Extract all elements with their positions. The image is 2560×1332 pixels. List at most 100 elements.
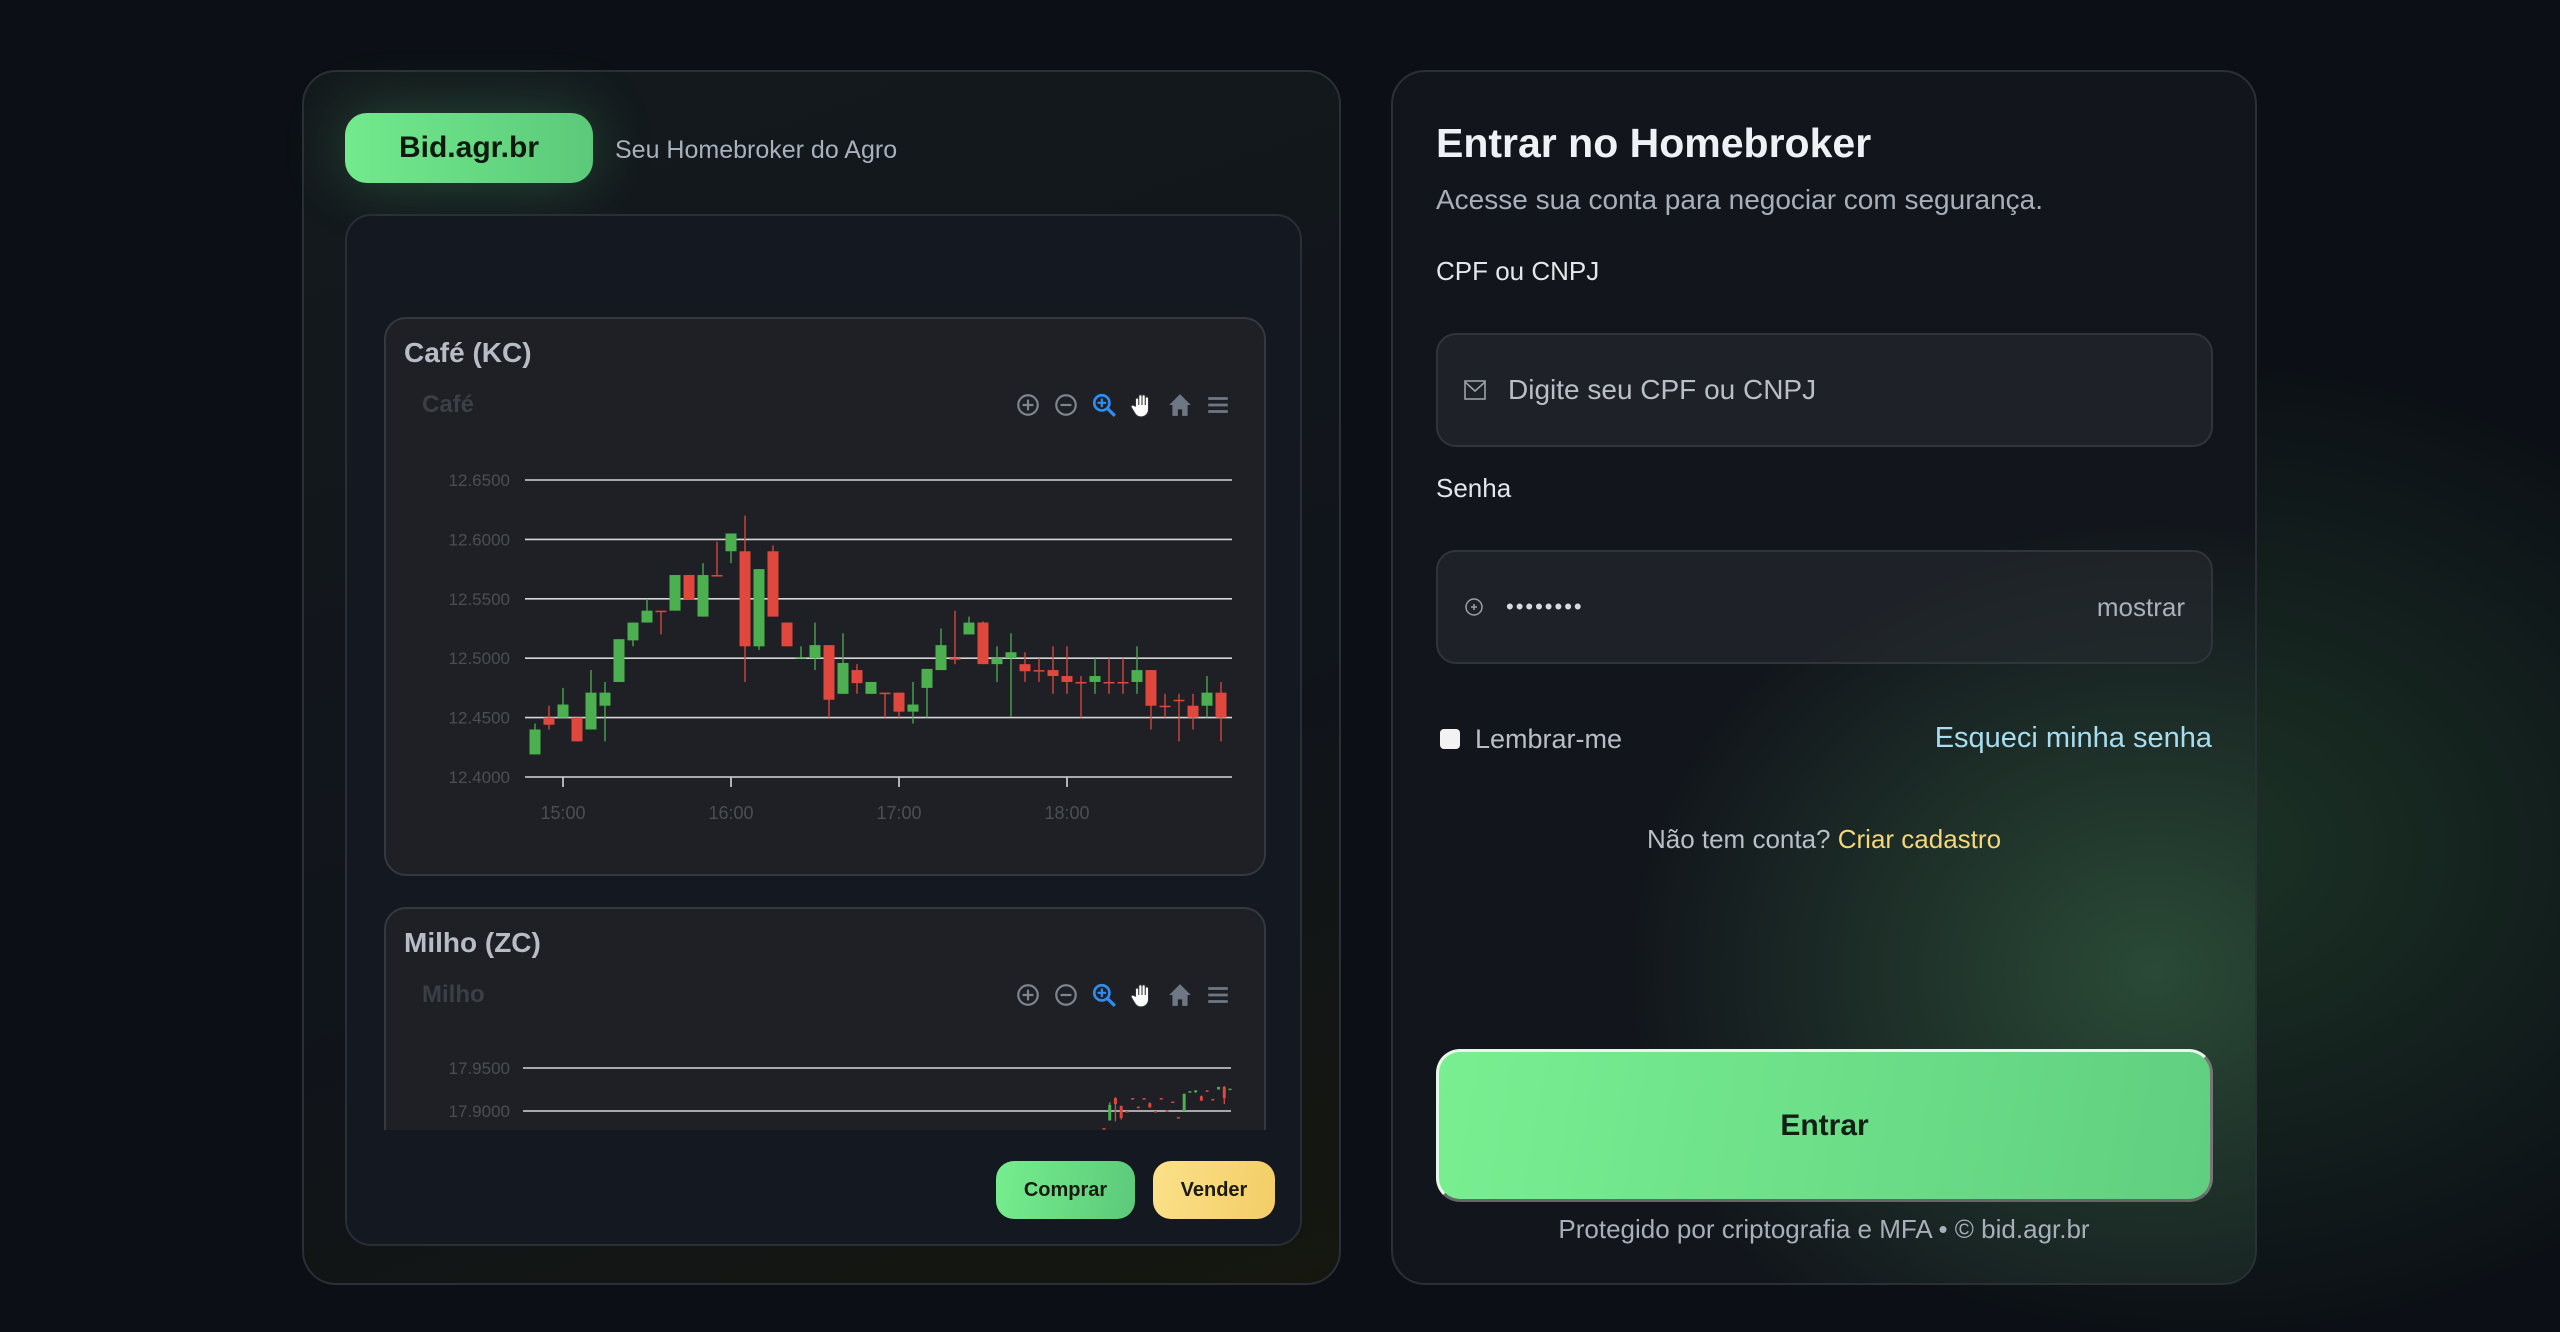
candle-body: [599, 692, 611, 706]
y-tick-label: 12.6000: [449, 530, 510, 549]
forgot-password-link[interactable]: Esqueci minha senha: [1934, 722, 2212, 754]
y-tick-label: 12.4000: [449, 768, 510, 787]
y-tick-label: 17.9000: [449, 1102, 510, 1121]
candle-body: [585, 692, 597, 730]
candle-body: [627, 622, 639, 641]
candle-body: [1187, 705, 1199, 718]
candle-body: [1176, 1117, 1180, 1119]
zoom-select-icon[interactable]: [1090, 391, 1118, 419]
menu-icon[interactable]: [1204, 981, 1232, 1009]
sell-button[interactable]: Vender: [1153, 1161, 1275, 1219]
zoom-in-icon[interactable]: [1014, 391, 1042, 419]
market-panel: Bid.agr.br Seu Homebroker do Agro Café (…: [302, 70, 1341, 1285]
zoom-out-icon[interactable]: [1052, 981, 1080, 1009]
login-submit-button[interactable]: Entrar: [1436, 1049, 2213, 1202]
signup-link[interactable]: Criar cadastro: [1837, 824, 2002, 854]
candle-body: [753, 569, 765, 647]
chart-card-title: Café (KC): [404, 337, 532, 368]
candle-body: [1131, 1098, 1135, 1100]
candle-body: [1142, 1098, 1146, 1100]
chart-title: Café: [422, 391, 475, 418]
candle-body: [1119, 1105, 1123, 1118]
candle-body: [795, 657, 807, 659]
lock-icon: [1465, 598, 1483, 616]
milho-candlestick-chart[interactable]: 17.9500 17.9000: [386, 909, 1266, 1246]
candle-body: [725, 533, 737, 552]
candle-body: [1154, 1111, 1158, 1113]
login-title: Entrar no Homebroker: [1436, 120, 1872, 166]
candle-body: [893, 692, 905, 712]
candle-body: [1033, 670, 1045, 672]
home-reset-icon[interactable]: [1166, 981, 1194, 1009]
candle-body: [711, 575, 723, 577]
brand-tagline: Seu Homebroker do Agro: [615, 136, 898, 164]
candle-body: [865, 681, 877, 694]
candle-body: [1047, 670, 1059, 677]
candle-body: [1061, 676, 1073, 682]
candle-body: [1199, 1096, 1203, 1101]
doc-placeholder: Digite seu CPF ou CNPJ: [1508, 374, 1817, 405]
candle-body: [1201, 692, 1213, 706]
candle-body: [1117, 681, 1129, 684]
brand-logo[interactable]: Bid.agr.br: [345, 113, 593, 183]
candle-body: [1145, 670, 1157, 706]
doc-input[interactable]: Digite seu CPF ou CNPJ: [1436, 333, 2213, 447]
home-reset-icon[interactable]: [1166, 391, 1194, 419]
candle-body: [1159, 1098, 1163, 1100]
show-password-toggle[interactable]: mostrar: [2096, 591, 2185, 622]
chart-toolbar: [1014, 391, 1232, 419]
zoom-select-icon[interactable]: [1090, 981, 1118, 1009]
y-tick-label: 12.4500: [449, 709, 510, 728]
doc-label: CPF ou CNPJ: [1436, 256, 1600, 286]
pan-hand-icon[interactable]: [1128, 981, 1156, 1009]
menu-icon[interactable]: [1204, 391, 1232, 419]
candle-body: [1159, 705, 1171, 708]
chart-title: Milho: [422, 981, 485, 1008]
x-tick-label: 16:00: [708, 803, 753, 823]
candle-body: [935, 645, 947, 671]
candle-body: [1136, 1106, 1140, 1109]
security-footer: Protegido por criptografia e MFA • © bid…: [1558, 1214, 2090, 1244]
remember-checkbox[interactable]: [1440, 729, 1460, 749]
candle-body: [1075, 681, 1087, 684]
candle-body: [1211, 1098, 1215, 1101]
candle-body: [1215, 692, 1227, 718]
candle-body: [557, 704, 569, 718]
candle-body: [697, 575, 709, 617]
password-input[interactable]: •••••••• mostrar: [1436, 550, 2213, 664]
candle-body: [1182, 1093, 1186, 1111]
candle-body: [1108, 1104, 1112, 1121]
zoom-out-icon[interactable]: [1052, 391, 1080, 419]
login-panel: Entrar no Homebroker Acesse sua conta pa…: [1391, 70, 2257, 1285]
candle-body: [529, 729, 541, 755]
candle-body: [1194, 1090, 1198, 1093]
candle-body: [613, 639, 625, 682]
y-tick-label: 17.9500: [449, 1059, 510, 1078]
x-tick-label: 15:00: [540, 803, 585, 823]
candle-body: [655, 610, 667, 613]
charts-panel: Café (KC) Café 12.6500 12.6000 12.5500 12.5…: [345, 214, 1302, 1246]
candle-body: [991, 658, 1003, 665]
buy-button[interactable]: Comprar: [996, 1161, 1135, 1219]
cafe-candlestick-chart[interactable]: 12.6500 12.6000 12.5500 12.5000 12.4500 12.40…: [386, 319, 1266, 876]
candle-body: [907, 704, 919, 712]
actions-bar: [347, 1130, 1300, 1244]
candle-body: [1228, 1088, 1232, 1091]
candle-body: [1005, 652, 1017, 659]
y-tick-label: 12.5500: [449, 590, 510, 609]
candle-body: [1188, 1091, 1192, 1093]
candle-body: [1222, 1086, 1226, 1099]
remember-label[interactable]: Lembrar-me: [1475, 724, 1623, 754]
candle-body: [809, 645, 821, 659]
password-value: ••••••••: [1506, 594, 1584, 619]
candle-body: [837, 662, 849, 694]
chart-card-title: Milho (ZC): [404, 927, 541, 958]
signup-row: Não tem conta? Criar cadastro: [1393, 824, 2255, 855]
x-tick-label: 17:00: [876, 803, 921, 823]
zoom-in-icon[interactable]: [1014, 981, 1042, 1009]
candle-body: [767, 551, 779, 617]
mail-icon: [1464, 380, 1486, 400]
candle-body: [963, 622, 975, 635]
pan-hand-icon[interactable]: [1128, 391, 1156, 419]
chart-card-cafe: Café (KC) Café 12.6500 12.6000 12.5500 12.5…: [384, 317, 1266, 876]
